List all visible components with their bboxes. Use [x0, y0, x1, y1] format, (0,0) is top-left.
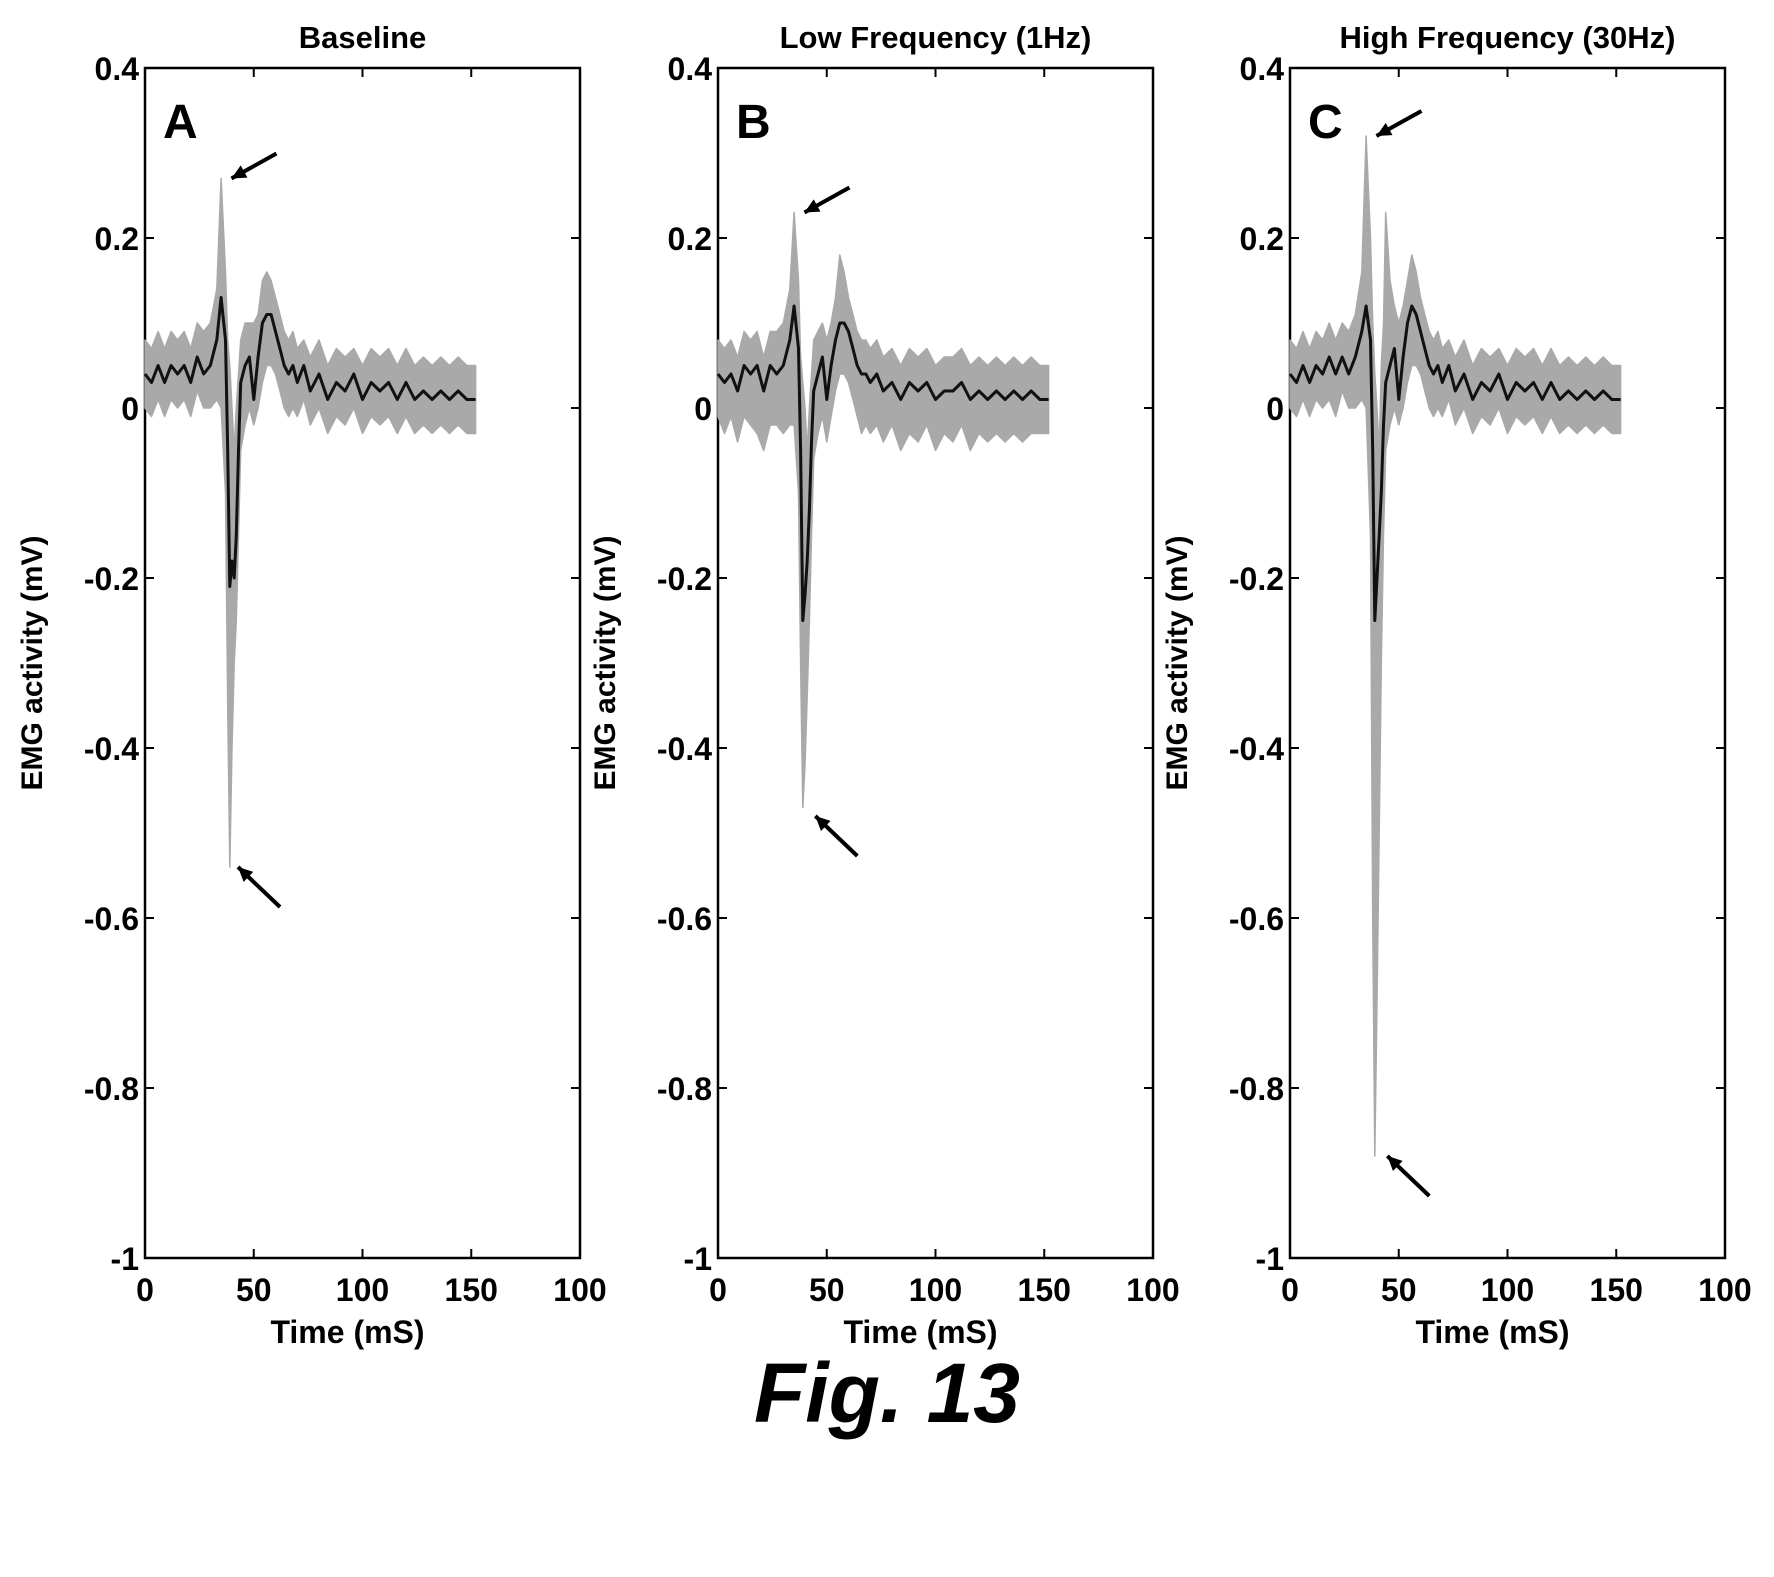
y-tick-label: 0.2: [1240, 221, 1284, 257]
plot-frame: [716, 66, 1155, 1260]
y-tick-label: 0: [1266, 391, 1284, 427]
y-tick-label: 0.4: [668, 51, 713, 87]
y-tick-label: -0.8: [84, 1071, 139, 1107]
x-axis-label: Time (mS): [1415, 1314, 1569, 1350]
mean-trace: [1288, 304, 1621, 622]
y-tick-label: -0.2: [1229, 561, 1284, 597]
arrow-head: [815, 816, 831, 831]
y-tick-label: 0.4: [95, 51, 140, 87]
plot-frame: [1288, 66, 1727, 1260]
arrow-head: [231, 165, 248, 179]
chart-title: Baseline: [299, 20, 427, 55]
y-tick-label: -0.6: [84, 901, 139, 937]
chart-panel-c: High Frequency (30Hz) 0.4 0.2 0 -0.2 -0.4 -0.6…: [1161, 20, 1752, 1350]
y-tick-label: -0.4: [1229, 731, 1284, 767]
y-tick-label: -0.6: [657, 901, 712, 937]
y-axis-label: EMG activity (mV): [589, 535, 622, 790]
chart-title: Low Frequency (1Hz): [780, 20, 1092, 55]
arrow-head: [1387, 1156, 1403, 1171]
y-axis-label: EMG activity (mV): [1161, 535, 1194, 790]
x-tick-label: 150: [1018, 1272, 1071, 1308]
variability-band: [717, 211, 1050, 809]
x-tick-label: 150: [1590, 1272, 1643, 1308]
x-tick-label: 0: [709, 1272, 727, 1308]
y-tick-label: -0.4: [657, 731, 712, 767]
y-tick-label: -0.8: [1229, 1071, 1284, 1107]
y-tick-label: 0.2: [95, 221, 139, 257]
y-tick-label: 0.4: [1240, 51, 1285, 87]
y-tick-label: -0.6: [1229, 901, 1284, 937]
y-tick-label: -0.2: [84, 561, 139, 597]
y-axis-label: EMG activity (mV): [16, 535, 49, 790]
x-tick-label: 150: [445, 1272, 498, 1308]
trough-arrow: [236, 865, 282, 909]
panel-letter: B: [736, 96, 771, 149]
y-tick-label: -1: [111, 1241, 139, 1277]
panel-letter: A: [163, 96, 198, 149]
mean-trace: [143, 296, 476, 588]
x-axis-label: Time (mS): [843, 1314, 997, 1350]
trough-arrow: [1385, 1154, 1431, 1198]
x-tick-label: 100: [553, 1272, 606, 1308]
y-tick-label: -0.4: [84, 731, 139, 767]
peak-arrow: [803, 185, 851, 215]
variability-band: [144, 177, 477, 868]
x-axis-label: Time (mS): [270, 1314, 424, 1350]
chart-title: High Frequency (30Hz): [1340, 20, 1676, 55]
plot-frame: [143, 66, 582, 1260]
x-tick-label: 100: [909, 1272, 962, 1308]
y-tick-label: -1: [684, 1241, 712, 1277]
trough-arrow: [813, 814, 859, 858]
x-tick-label: 100: [336, 1272, 389, 1308]
y-tick-label: 0: [694, 391, 712, 427]
panel-letter: C: [1308, 96, 1343, 149]
x-tick-label: 100: [1698, 1272, 1751, 1308]
arrow-head: [804, 199, 821, 213]
arrow-head: [1376, 122, 1393, 136]
x-tick-label: 50: [809, 1272, 845, 1308]
peak-arrow: [230, 151, 278, 181]
x-tick-label: 100: [1481, 1272, 1534, 1308]
chart-panel-b: Low Frequency (1Hz) 0.4 0.2 0 -0.2 -0.4 -0.6 -0…: [589, 20, 1180, 1350]
x-tick-label: 0: [136, 1272, 154, 1308]
arrow-head: [238, 867, 254, 882]
x-tick-label: 50: [236, 1272, 272, 1308]
y-tick-label: -0.8: [657, 1071, 712, 1107]
y-tick-label: 0.2: [668, 221, 712, 257]
variability-band: [1289, 135, 1622, 1157]
figure-caption: Fig. 13: [753, 1346, 1021, 1440]
mean-trace: [716, 304, 1049, 622]
y-tick-label: 0: [121, 391, 139, 427]
peak-arrow: [1375, 109, 1423, 138]
x-tick-label: 50: [1381, 1272, 1417, 1308]
y-tick-label: -0.2: [657, 561, 712, 597]
y-tick-label: -1: [1256, 1241, 1284, 1277]
x-tick-label: 100: [1126, 1272, 1179, 1308]
x-tick-label: 0: [1281, 1272, 1299, 1308]
